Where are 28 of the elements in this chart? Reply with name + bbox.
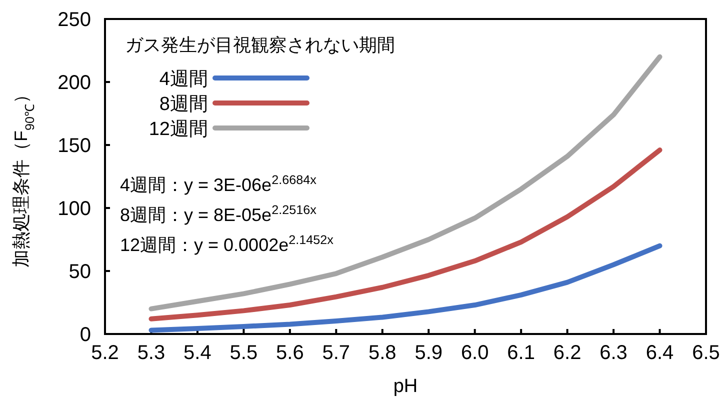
legend-label: 8週間 (159, 94, 208, 115)
x-tick-label: 5.5 (230, 342, 258, 364)
y-tick-label: 100 (58, 198, 91, 220)
legend-label: 4週間 (159, 69, 208, 90)
y-tick-label: 50 (68, 261, 91, 283)
x-tick-label: 6.4 (646, 342, 674, 364)
legend-label: 12週間 (148, 119, 208, 140)
x-tick-label: 6.3 (600, 342, 628, 364)
annotation: 4週間：y = 3E-06e$^{2.6684x}$ (120, 173, 318, 195)
x-axis-title: pH (393, 376, 418, 397)
x-tick-label: 6.0 (460, 342, 489, 364)
x-tick-label: 5.9 (414, 342, 443, 364)
x-tick-label: 5.2 (91, 342, 119, 364)
x-tick-label: 5.6 (276, 342, 304, 364)
y-tick-label: 250 (58, 9, 91, 31)
y-tick-label: 150 (58, 135, 91, 157)
x-tick-label: 5.7 (322, 342, 350, 364)
x-tick-label: 5.8 (368, 342, 396, 364)
x-tick-label: 5.3 (137, 342, 166, 364)
y-tick-label: 0 (80, 324, 91, 346)
legend-title: ガス発生が目視観察されない期間 (125, 35, 395, 55)
x-tick-label: 6.5 (692, 342, 720, 364)
x-tick-label: 6.1 (507, 342, 535, 364)
y-tick-label: 200 (58, 72, 91, 94)
annotation: 12週間：y = 0.0002e$^{2.1452x}$ (120, 233, 334, 255)
annotation: 8週間：y = 8E-05e$^{2.2516x}$ (120, 203, 318, 225)
x-tick-label: 5.4 (184, 342, 212, 364)
x-tick-label: 6.2 (553, 342, 582, 364)
